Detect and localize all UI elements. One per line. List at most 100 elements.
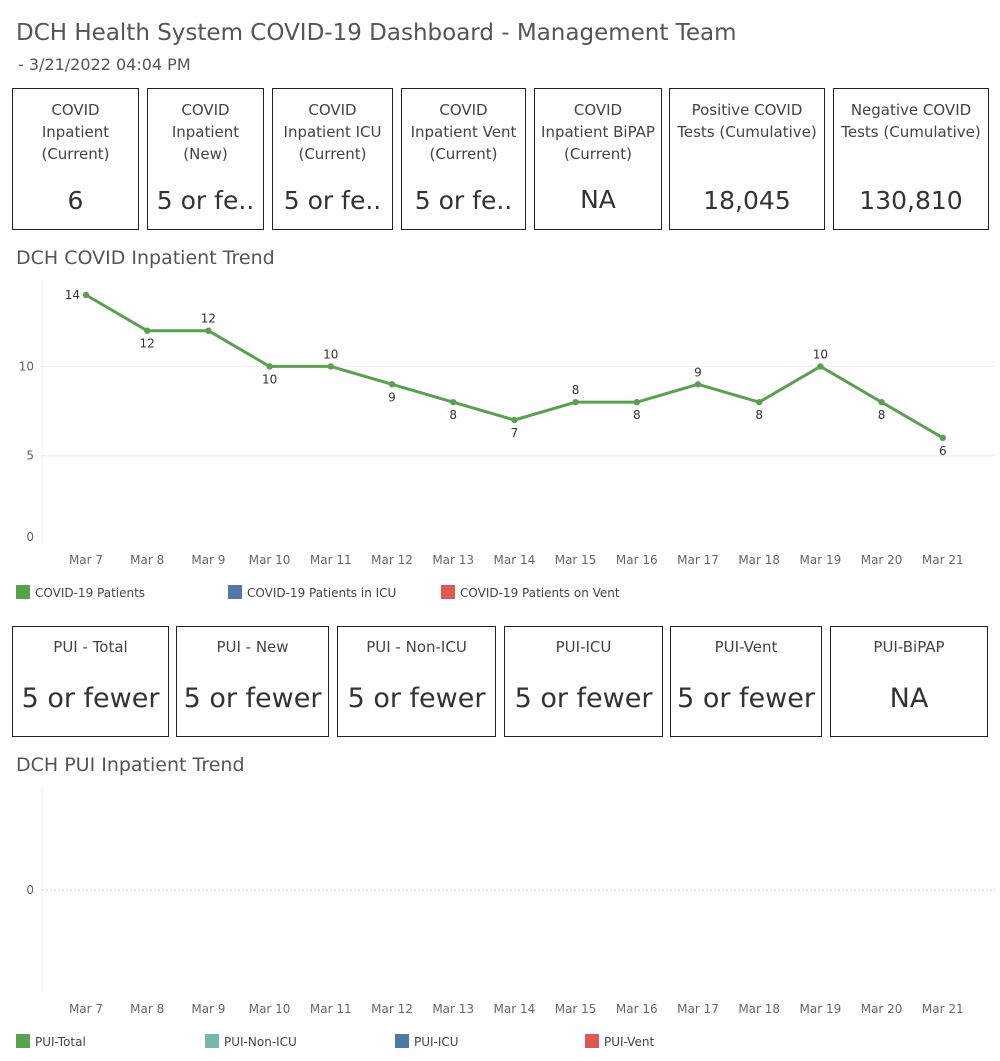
legend-label: PUI-ICU <box>414 1035 459 1049</box>
legend-swatch <box>395 1034 409 1048</box>
kpi-label: COVID Inpatient BiPAP (Current) <box>541 101 655 163</box>
data-point <box>388 381 396 388</box>
x-tick-label: Mar 21 <box>922 553 964 567</box>
x-tick-label: Mar 10 <box>249 553 291 567</box>
kpi-value: 5 or fe.. <box>156 186 255 215</box>
kpi-card-covid-inpatient-icu: COVID Inpatient ICU (Current) 5 or fe.. <box>272 88 393 230</box>
page-title: DCH Health System COVID-19 Dashboard - M… <box>16 20 737 46</box>
kpi-value: 18,045 <box>703 186 791 215</box>
x-tick-label: Mar 14 <box>494 553 536 567</box>
kpi-value: 5 or fewer <box>347 683 486 714</box>
kpi-label: PUI-BiPAP <box>873 638 945 656</box>
x-tick-label: Mar 19 <box>800 1002 842 1016</box>
kpi-value: 5 or fe.. <box>283 186 382 215</box>
data-label: 8 <box>572 383 580 397</box>
y-tick-label: 0 <box>26 530 34 544</box>
data-point <box>572 398 579 406</box>
covid-inpatient-trend-chart: 0 5 10 Mar 7 Mar 8 Mar 9 Mar 10 Mar 11 Mar 12 Mar… <box>19 280 995 567</box>
x-tick-label: Mar 18 <box>738 553 780 567</box>
x-tick-label: Mar 16 <box>616 1002 658 1016</box>
data-label: 12 <box>201 312 216 326</box>
x-tick-label: Mar 10 <box>249 1002 291 1016</box>
legend-label: PUI-Total <box>35 1035 86 1049</box>
x-tick-label: Mar 9 <box>191 553 225 567</box>
kpi-label: Negative COVID Tests (Cumulative) <box>841 101 981 141</box>
pui-inpatient-trend-chart: 0 Mar 7 Mar 8 Mar 9 Mar 10 Mar 11 Mar 12 Mar 13… <box>26 788 995 1016</box>
data-point <box>511 416 518 424</box>
data-label: 10 <box>323 347 338 361</box>
kpi-value: NA <box>580 185 616 214</box>
x-tick-label: Mar 11 <box>310 553 352 567</box>
kpi-value: NA <box>889 683 929 714</box>
kpi-label: PUI-ICU <box>555 638 612 656</box>
x-tick-label: Mar 9 <box>191 1002 225 1016</box>
x-tick-label: Mar 21 <box>922 1002 964 1016</box>
x-tick-label: Mar 13 <box>432 553 474 567</box>
data-label: 7 <box>511 426 519 440</box>
kpi-label: PUI - Non-ICU <box>366 638 467 656</box>
x-tick-label: Mar 15 <box>555 553 597 567</box>
data-point <box>633 398 640 406</box>
legend-label: COVID-19 Patients <box>35 586 146 600</box>
legend-covid-patients[interactable]: COVID-19 Patients <box>16 585 145 600</box>
data-point <box>756 398 763 406</box>
kpi-card-covid-inpatient-current: COVID Inpatient (Current) 6 <box>12 88 139 230</box>
data-point <box>144 327 151 334</box>
legend-covid-icu[interactable]: COVID-19 Patients in ICU <box>228 585 396 600</box>
data-point <box>878 398 885 406</box>
legend-label: PUI-Vent <box>604 1035 655 1049</box>
kpi-value: 5 or fewer <box>21 683 160 714</box>
pui-trend-title: DCH PUI Inpatient Trend <box>16 754 245 776</box>
kpi-card-pui-vent: PUI-Vent 5 or fewer <box>670 626 822 737</box>
kpi-card-pui-total: PUI - Total 5 or fewer <box>12 626 169 737</box>
legend-pui-vent[interactable]: PUI-Vent <box>585 1034 654 1049</box>
kpi-label: COVID Inpatient (Current) <box>41 101 110 163</box>
kpi-label: PUI - Total <box>53 638 128 656</box>
legend-pui-icu[interactable]: PUI-ICU <box>395 1034 459 1049</box>
x-tick-label: Mar 7 <box>69 553 103 567</box>
data-point <box>82 291 90 299</box>
kpi-card-covid-inpatient-bipap: COVID Inpatient BiPAP (Current) NA <box>534 88 662 230</box>
data-label: 8 <box>449 408 457 422</box>
legend-pui-non-icu[interactable]: PUI-Non-ICU <box>205 1034 297 1049</box>
kpi-label: COVID Inpatient ICU (Current) <box>283 101 382 163</box>
y-tick-label: 10 <box>19 359 34 373</box>
data-point <box>817 363 824 370</box>
legend-swatch <box>16 585 30 599</box>
kpi-value: 130,810 <box>859 186 963 215</box>
legend-swatch <box>205 1034 219 1048</box>
x-tick-label: Mar 8 <box>130 553 164 567</box>
legend-label: COVID-19 Patients on Vent <box>460 586 620 600</box>
data-label: 8 <box>878 408 886 422</box>
kpi-label: PUI-Vent <box>714 638 778 656</box>
kpi-label: COVID Inpatient (New) <box>171 101 240 163</box>
kpi-card-pui-icu: PUI-ICU 5 or fewer <box>504 626 663 737</box>
kpi-card-pui-non-icu: PUI - Non-ICU 5 or fewer <box>337 626 496 737</box>
x-tick-label: Mar 8 <box>130 1002 164 1016</box>
x-tick-label: Mar 16 <box>616 553 658 567</box>
data-label: 10 <box>813 347 828 361</box>
legend-covid-vent[interactable]: COVID-19 Patients on Vent <box>441 585 620 600</box>
x-tick-label: Mar 17 <box>677 1002 719 1016</box>
x-tick-label: Mar 12 <box>371 553 413 567</box>
kpi-card-negative-covid-tests: Negative COVID Tests (Cumulative) 130,81… <box>833 88 989 230</box>
data-point <box>266 363 273 370</box>
legend-swatch <box>16 1034 30 1048</box>
kpi-card-positive-covid-tests: Positive COVID Tests (Cumulative) 18,045 <box>669 88 825 230</box>
x-tick-label: Mar 12 <box>371 1002 413 1016</box>
data-label: 14 <box>65 288 80 302</box>
kpi-label: PUI - New <box>216 638 289 656</box>
y-tick-label: 0 <box>26 883 34 897</box>
x-tick-label: Mar 15 <box>555 1002 597 1016</box>
x-tick-label: Mar 11 <box>310 1002 352 1016</box>
legend-pui-total[interactable]: PUI-Total <box>16 1034 86 1049</box>
data-point <box>205 327 212 334</box>
x-tick-label: Mar 20 <box>861 553 903 567</box>
covid-trend-title: DCH COVID Inpatient Trend <box>16 247 275 269</box>
data-label: 6 <box>939 444 947 458</box>
x-tick-label: Mar 13 <box>432 1002 474 1016</box>
legend-swatch <box>228 585 242 599</box>
y-tick-label: 5 <box>26 449 34 463</box>
kpi-card-pui-new: PUI - New 5 or fewer <box>176 626 329 737</box>
kpi-label: COVID Inpatient Vent (Current) <box>410 101 517 163</box>
